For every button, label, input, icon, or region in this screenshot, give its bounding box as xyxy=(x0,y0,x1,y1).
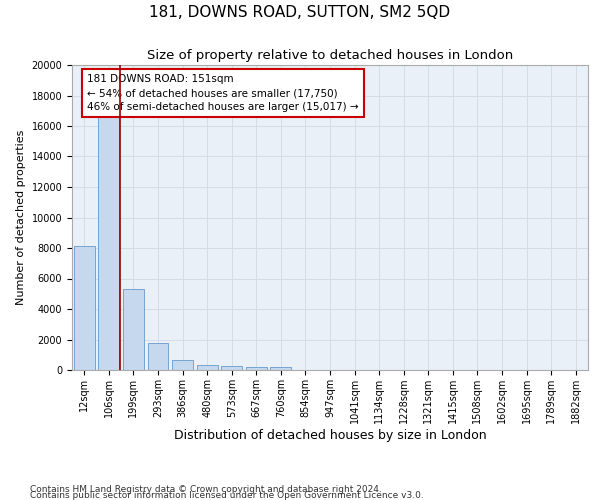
Bar xyxy=(221,366,242,370)
Text: Contains public sector information licensed under the Open Government Licence v3: Contains public sector information licen… xyxy=(30,491,424,500)
Bar xyxy=(271,368,292,370)
Text: 181 DOWNS ROAD: 151sqm
← 54% of detached houses are smaller (17,750)
46% of semi: 181 DOWNS ROAD: 151sqm ← 54% of detached… xyxy=(88,74,359,112)
Bar xyxy=(197,364,218,370)
Text: 181, DOWNS ROAD, SUTTON, SM2 5QD: 181, DOWNS ROAD, SUTTON, SM2 5QD xyxy=(149,5,451,20)
X-axis label: Distribution of detached houses by size in London: Distribution of detached houses by size … xyxy=(173,428,487,442)
Bar xyxy=(74,246,95,370)
Text: Contains HM Land Registry data © Crown copyright and database right 2024.: Contains HM Land Registry data © Crown c… xyxy=(30,485,382,494)
Bar xyxy=(246,367,267,370)
Bar xyxy=(148,344,169,370)
Title: Size of property relative to detached houses in London: Size of property relative to detached ho… xyxy=(147,50,513,62)
Bar xyxy=(123,289,144,370)
Bar xyxy=(172,360,193,370)
Y-axis label: Number of detached properties: Number of detached properties xyxy=(16,130,26,305)
Bar xyxy=(98,117,119,370)
